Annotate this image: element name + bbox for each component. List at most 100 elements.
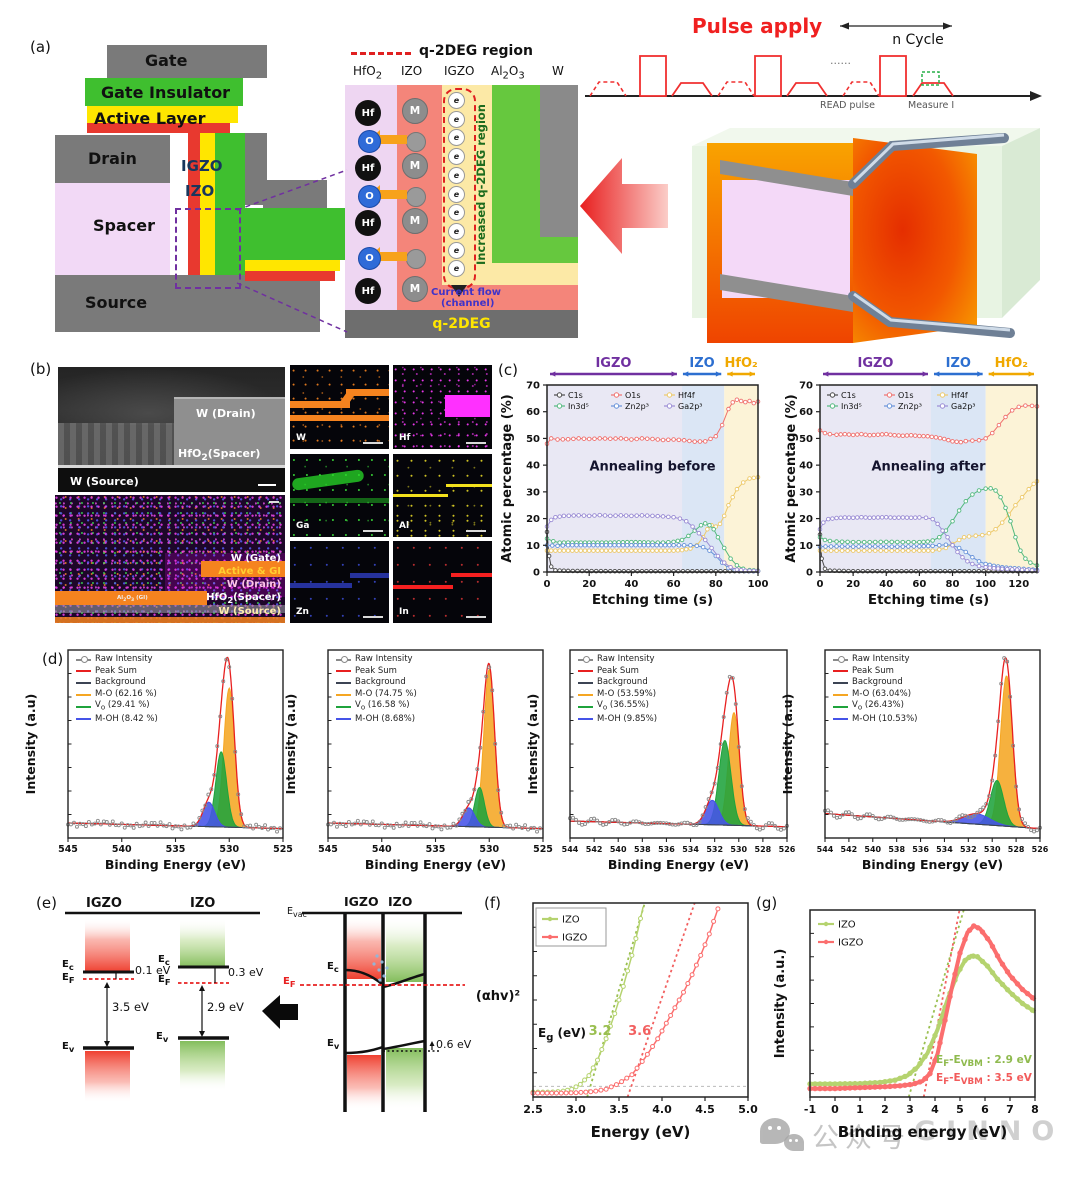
e-izo-header-right: IZO <box>388 894 413 909</box>
x-tick-label: 538 <box>634 845 651 854</box>
izo-conduction-shade <box>180 918 225 967</box>
active-red-strip <box>188 133 200 275</box>
electron-icon: e <box>448 110 465 128</box>
x-axis-title: Binding Energy (eV) <box>365 857 506 872</box>
peak-sum-line <box>68 656 283 830</box>
legend-entry: Background <box>336 677 417 689</box>
y-tick-label: 10 <box>526 541 540 552</box>
hf-atom-icon: Hf <box>355 278 381 304</box>
x-tick-label: 3 <box>906 1103 914 1116</box>
x-tick-label: 525 <box>533 844 553 855</box>
pulse-solid-trap-3 <box>912 82 954 97</box>
e-offset-izo: 0.3 eV <box>228 966 264 979</box>
xps-legend-3: Raw Intensity Peak Sum Background M-O (53.5… <box>578 654 657 725</box>
oxygen-vacancy-icon <box>406 132 426 152</box>
plot-frame <box>546 384 759 573</box>
x-tick-label: 530 <box>730 845 747 854</box>
y-tick-label: 30 <box>799 487 813 498</box>
oxygen-atom-icon: O <box>358 130 381 153</box>
eds-map-hf-chip: Hf <box>399 433 411 443</box>
x-axis-title: Binding Energy (eV) <box>105 857 246 872</box>
x-tick-label: 0 <box>831 1103 839 1116</box>
sem-scalebar <box>258 484 276 486</box>
legend-entry: IZO <box>542 915 580 926</box>
x-tick-label: 5.0 <box>738 1103 758 1116</box>
svg-text:Zn2p³: Zn2p³ <box>625 402 649 411</box>
legend-entry: Ga2p³ <box>664 402 702 411</box>
xps-plot-1: 545 540 535 530 525 Binding Energy (eV) Intens… <box>23 649 293 872</box>
izo-valence-shade <box>180 1041 225 1091</box>
raw-intensity-points <box>823 656 1042 834</box>
e-ec-label-right: Ec <box>327 961 339 974</box>
layer-arrow-IGZO: IGZO <box>550 356 677 377</box>
e-ec-label-izo: Ec <box>158 954 170 967</box>
y-axis-title: Atomic percentage (%) <box>784 394 799 562</box>
ncycle-label: n Cycle <box>892 32 944 48</box>
bandgap-annotation: 3.2 <box>589 1024 612 1039</box>
scalebar <box>466 442 486 444</box>
y-axis-title: Intensity (a.u) <box>780 694 795 795</box>
x-tick-label: -1 <box>804 1103 816 1116</box>
electron-icon: e <box>448 222 465 240</box>
x-tick-label: 0 <box>817 579 824 590</box>
step-green <box>245 208 345 260</box>
legend-entry: In3d⁵ <box>554 402 589 411</box>
electron-icon: e <box>448 185 465 203</box>
gate-insulator-label: Gate Insulator <box>101 83 231 102</box>
component-vo <box>570 739 787 828</box>
svg-text:C1s: C1s <box>568 391 583 400</box>
x-tick-label: 4.5 <box>695 1103 715 1116</box>
y-tick-label: 70 <box>799 381 813 392</box>
oxygen-atom-icon: O <box>358 185 381 208</box>
sem-right-block <box>174 397 285 467</box>
interface-zoom-panel: q-2DEG region HfO2 IZO IGZO Al2O3 W q-2D… <box>345 40 578 340</box>
active-yellow-strip <box>200 133 215 275</box>
raw-intensity-points <box>66 657 282 834</box>
scalebar <box>363 530 383 532</box>
legend-entry: Vo (29.41 %) <box>76 700 158 713</box>
step-yellow <box>245 260 340 271</box>
col-izo: IZO <box>401 64 423 78</box>
q2deg-legend-dash <box>351 52 411 55</box>
svg-text:C1s: C1s <box>841 391 856 400</box>
x-tick-label: 526 <box>1032 845 1049 854</box>
bottom-electrode-bar <box>720 274 853 312</box>
legend-entry: IGZO <box>818 938 864 949</box>
x-axis-title: Binding Energy (eV) <box>862 857 1003 872</box>
x-tick-label: 4 <box>931 1103 939 1116</box>
x-tick-label: 40 <box>624 579 638 590</box>
panel-c-label: (c) <box>498 361 518 379</box>
eds-map-ga-chip: Ga <box>296 521 310 531</box>
legend-entry: M-O (53.59%) <box>578 689 657 701</box>
eds-composite-image: W (Gate) Active & GI W (Drain) HfO2(Spac… <box>55 495 285 623</box>
legend-entry: Raw Intensity <box>833 654 917 666</box>
legend-entry: C1s <box>554 391 583 400</box>
al2o3-bottom-band <box>492 237 578 263</box>
wechat-icon-small <box>784 1134 804 1151</box>
legend-entry: Background <box>578 677 657 689</box>
x-tick-label: 530 <box>984 845 1001 854</box>
y-tick-label: 30 <box>526 487 540 498</box>
e-ec-label-igzo: Ec <box>62 959 74 972</box>
x-tick-label: 540 <box>610 845 627 854</box>
q2deg-bar-label: q-2DEG <box>432 316 491 332</box>
legend-entry: Zn2p³ <box>884 402 922 411</box>
svg-text:Ga2p³: Ga2p³ <box>951 402 975 411</box>
pulse-solid-trap-1 <box>671 82 713 97</box>
gate-block <box>107 45 267 78</box>
series-O1s <box>817 403 1040 445</box>
legend-entry: M-O (62.16 %) <box>76 689 158 701</box>
annealing-3d-box <box>692 128 1040 343</box>
plot-frame <box>819 384 1038 573</box>
eds-overlay-label-3: HfO2(Spacer) <box>206 592 281 605</box>
x-axis-title: Binding Energy (eV) <box>608 857 749 872</box>
series-Ga2p³ <box>817 514 1040 573</box>
e-gap-izo: 2.9 eV <box>207 1000 244 1014</box>
read-pulse-label: READ pulse <box>820 100 875 111</box>
x-tick-label: 538 <box>888 845 905 854</box>
panel-d-label: (d) <box>42 650 64 668</box>
channel-label: (channel) <box>441 298 495 309</box>
eds-map-zn-chip: Zn <box>296 607 309 617</box>
y-tick-label: 70 <box>526 381 540 392</box>
ec-bending-izo <box>382 972 426 989</box>
